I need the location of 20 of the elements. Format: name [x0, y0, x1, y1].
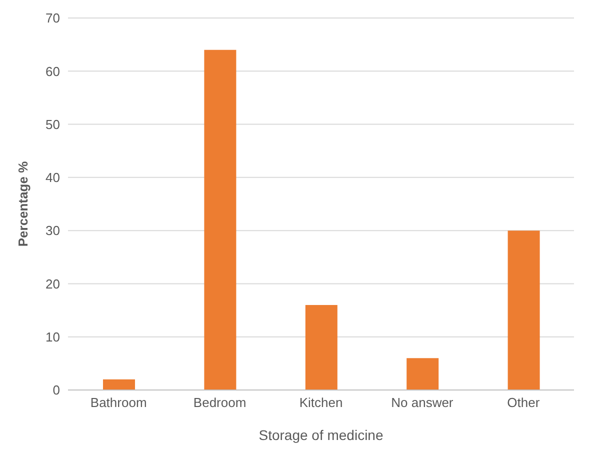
- bar: [508, 230, 540, 390]
- x-tick-label: Kitchen: [299, 395, 343, 410]
- bar: [103, 379, 135, 390]
- x-tick-label: Bedroom: [193, 395, 246, 410]
- y-tick-label: 70: [46, 10, 60, 26]
- x-tick-label: No answer: [391, 395, 454, 410]
- x-tick-label: Other: [507, 395, 540, 410]
- y-tick-label: 60: [46, 64, 60, 79]
- bar: [406, 358, 439, 390]
- bar: [305, 304, 338, 390]
- y-tick-label: 40: [46, 170, 60, 186]
- x-tick-label: Bathroom: [90, 395, 147, 410]
- bar: [204, 50, 236, 390]
- y-tick-label: 30: [46, 223, 60, 238]
- y-tick-label: 20: [46, 276, 60, 292]
- y-tick-label: 50: [46, 116, 60, 132]
- x-axis-title: Storage of medicine: [258, 427, 384, 443]
- y-tick-label: 10: [46, 329, 60, 344]
- y-tick-label: 0: [52, 382, 60, 398]
- y-axis-title: Percentage %: [16, 160, 31, 247]
